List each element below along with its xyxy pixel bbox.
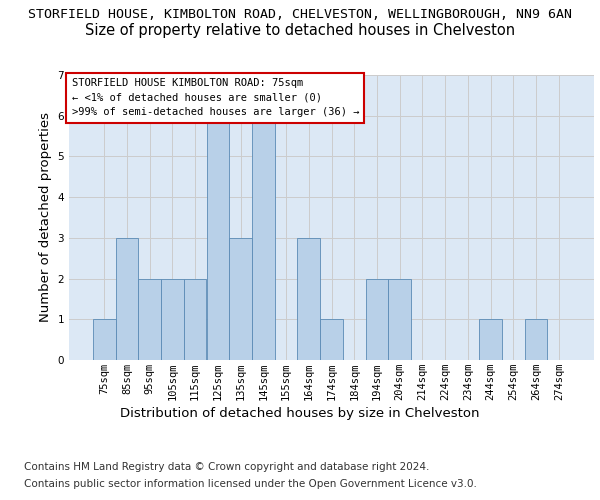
Text: STORFIELD HOUSE KIMBOLTON ROAD: 75sqm
← <1% of detached houses are smaller (0)
>: STORFIELD HOUSE KIMBOLTON ROAD: 75sqm ← … (71, 78, 359, 118)
Bar (184, 278, 206, 360)
Bar (229, 238, 252, 360)
Bar (365, 278, 388, 360)
Bar (252, 116, 275, 360)
Bar (524, 320, 547, 360)
Bar (479, 320, 502, 360)
Text: Distribution of detached houses by size in Chelveston: Distribution of detached houses by size … (120, 408, 480, 420)
Bar (93, 320, 116, 360)
Bar (116, 238, 139, 360)
Bar (206, 116, 229, 360)
Text: STORFIELD HOUSE, KIMBOLTON ROAD, CHELVESTON, WELLINGBOROUGH, NN9 6AN: STORFIELD HOUSE, KIMBOLTON ROAD, CHELVES… (28, 8, 572, 20)
Bar (161, 278, 184, 360)
Bar (298, 238, 320, 360)
Bar (139, 278, 161, 360)
Y-axis label: Number of detached properties: Number of detached properties (39, 112, 52, 322)
Bar (320, 320, 343, 360)
Text: Size of property relative to detached houses in Chelveston: Size of property relative to detached ho… (85, 22, 515, 38)
Text: Contains public sector information licensed under the Open Government Licence v3: Contains public sector information licen… (24, 479, 477, 489)
Text: Contains HM Land Registry data © Crown copyright and database right 2024.: Contains HM Land Registry data © Crown c… (24, 462, 430, 472)
Bar (388, 278, 411, 360)
